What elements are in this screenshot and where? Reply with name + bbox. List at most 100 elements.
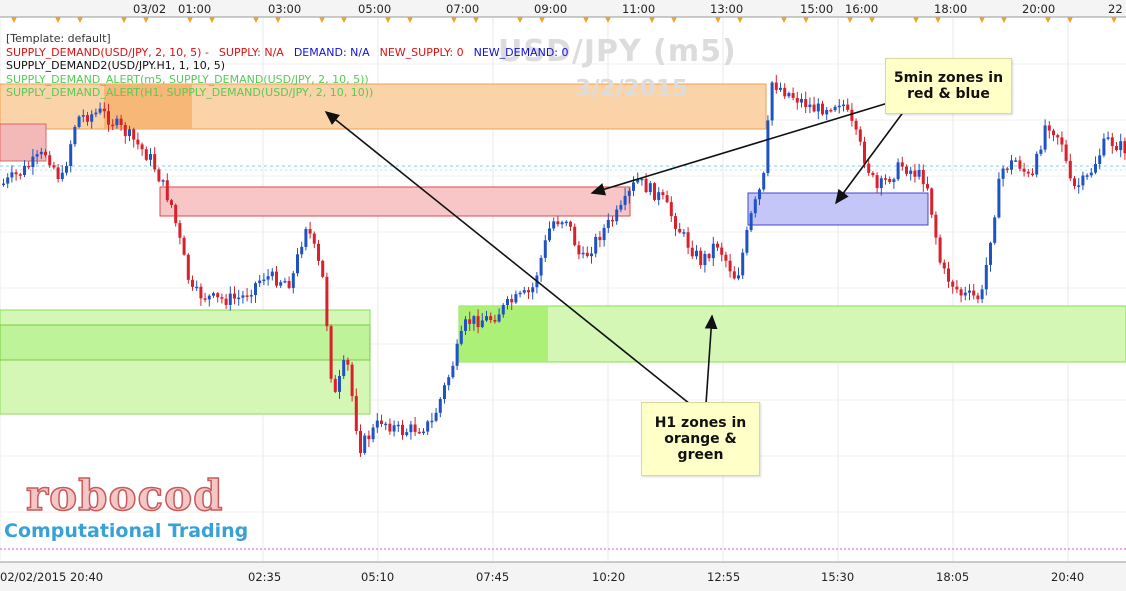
candle-down <box>795 97 799 103</box>
candle-up <box>207 295 211 300</box>
candle-up <box>35 154 39 157</box>
candle-up <box>434 412 438 421</box>
candle-down <box>653 183 656 200</box>
candle-down <box>1022 168 1026 172</box>
event-marker <box>77 17 83 23</box>
candle-up <box>342 360 346 377</box>
candle-down <box>1060 137 1064 145</box>
candle-down <box>275 271 278 286</box>
candle-up <box>464 319 467 331</box>
candle-up <box>283 280 287 283</box>
event-marker <box>539 17 545 23</box>
candle-down <box>942 262 946 269</box>
bottom-axis-band <box>0 562 1126 591</box>
candle-up <box>128 129 131 136</box>
candle-down <box>333 378 337 392</box>
event-marker <box>11 17 17 23</box>
candle-down <box>716 243 719 248</box>
candle-up <box>23 165 26 175</box>
candle-up <box>548 228 551 241</box>
candle-down <box>783 87 787 97</box>
arrow-5min-to-red <box>590 102 889 196</box>
event-marker <box>913 17 919 23</box>
candle-up <box>581 252 585 255</box>
candle-up <box>81 115 85 117</box>
candle-up <box>980 289 984 300</box>
candle-down <box>791 93 795 98</box>
candle-up <box>648 183 652 193</box>
candle-up <box>279 282 283 286</box>
legend-row: [Template: default] <box>6 32 573 46</box>
event-marker <box>935 17 941 23</box>
candle-up <box>485 316 488 321</box>
candle-down <box>699 250 703 266</box>
x-top-tick-label: 13:00 <box>710 2 744 16</box>
candle-down <box>678 228 682 233</box>
candle-down <box>144 149 148 160</box>
candle-up <box>514 294 518 303</box>
candle-up <box>73 126 77 145</box>
candle-up <box>909 170 913 174</box>
candle-up <box>396 424 400 427</box>
candle-down <box>720 247 724 255</box>
event-marker <box>407 17 413 23</box>
candle-up <box>422 431 425 434</box>
legend-text: SUPPLY_DEMAND2(USD/JPY.H1, 1, 10, 5) <box>6 59 225 72</box>
candle-up <box>993 217 997 243</box>
candle-up <box>258 280 262 284</box>
candle-down <box>527 290 530 293</box>
candle-down <box>611 219 614 222</box>
x-bottom-tick-label: 18:05 <box>936 570 970 584</box>
candle-down <box>123 124 127 136</box>
candle-up <box>800 98 803 103</box>
candle-down <box>669 202 673 217</box>
candle-up <box>833 106 837 111</box>
candle-down <box>136 139 140 145</box>
candle-up <box>1077 185 1081 187</box>
candle-down <box>354 396 358 432</box>
candle-down <box>178 223 182 238</box>
candle-down <box>350 364 354 397</box>
candle-down <box>863 141 866 164</box>
candle-up <box>149 154 152 160</box>
candle-up <box>968 290 971 293</box>
candle-down <box>850 109 854 121</box>
note-5min-zones: 5min zones in red & blue <box>885 58 1012 114</box>
candle-down <box>728 260 732 272</box>
event-marker <box>671 17 677 23</box>
event-marker <box>979 17 985 23</box>
candle-down <box>367 435 371 440</box>
candle-down <box>1031 173 1034 176</box>
event-marker <box>1001 17 1007 23</box>
candle-up <box>963 292 967 296</box>
candle-up <box>602 227 606 241</box>
candle-down <box>476 316 480 328</box>
candle-up <box>77 116 81 127</box>
x-top-tick-label: 11:00 <box>622 2 656 16</box>
candle-down <box>1052 130 1055 136</box>
candle-up <box>506 298 509 305</box>
event-marker <box>583 17 589 23</box>
candle-up <box>39 151 43 155</box>
candle-down <box>976 295 980 300</box>
candle-down <box>1110 137 1114 147</box>
candle-down <box>27 165 31 168</box>
candle-up <box>338 376 341 392</box>
candle-down <box>380 420 383 425</box>
robocod-logo: robocod <box>25 470 224 521</box>
candle-down <box>102 108 106 112</box>
candle-up <box>371 427 375 440</box>
candle-down <box>107 111 110 125</box>
candle-down <box>926 184 929 189</box>
x-bottom-tick-label: 12:55 <box>707 570 741 584</box>
candle-up <box>455 343 459 366</box>
candle-up <box>737 275 740 279</box>
candle-up <box>753 199 757 214</box>
candle-up <box>1039 149 1043 154</box>
candle-down <box>191 279 194 287</box>
candle-up <box>989 242 992 265</box>
candle-down <box>812 104 816 112</box>
event-marker <box>605 17 611 23</box>
candle-up <box>304 229 308 247</box>
